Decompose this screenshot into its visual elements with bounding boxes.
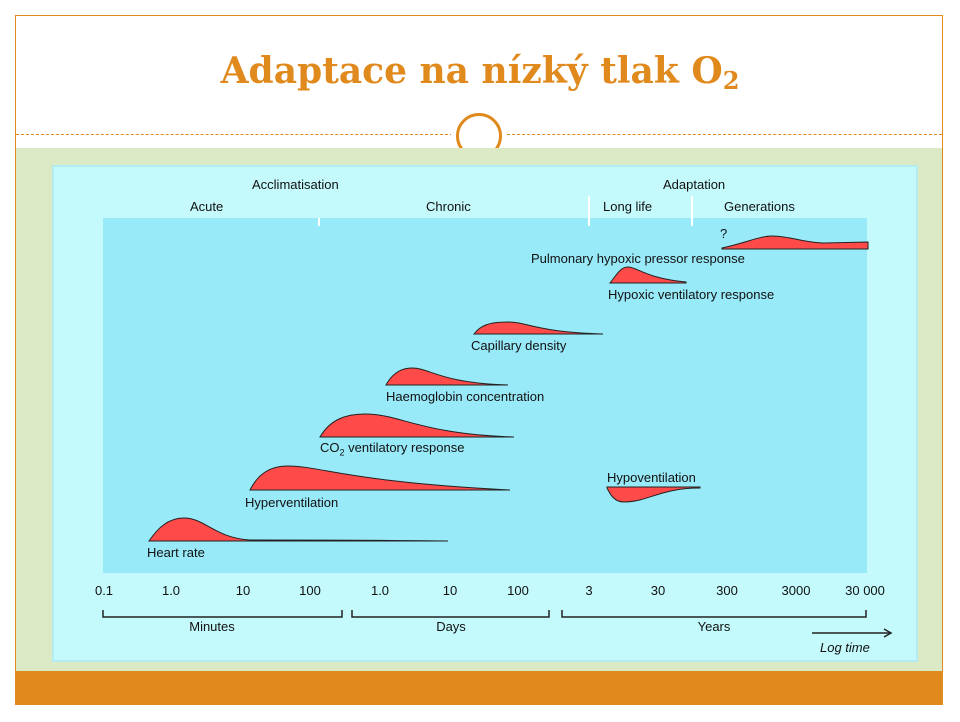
- label-heart-rate: Heart rate: [147, 545, 205, 560]
- header-acute: Acute: [190, 199, 224, 214]
- header-acclimatisation: Acclimatisation: [252, 177, 339, 192]
- axis-label-log-time: Log time: [820, 640, 870, 655]
- tick-years-1: 30: [650, 583, 666, 598]
- label-capillary-density: Capillary density: [471, 338, 567, 353]
- arrow-right-icon: [883, 628, 893, 638]
- unit-minutes: Minutes: [189, 619, 235, 634]
- heart-rate-curve: [148, 517, 449, 542]
- pulmonary-pressor-curve: [721, 235, 869, 250]
- label-pulmonary-pressor: Pulmonary hypoxic pressor response: [531, 251, 745, 266]
- question-mark: ?: [720, 226, 728, 241]
- co2-subscript: 2: [339, 447, 345, 458]
- footer-band: [16, 671, 942, 704]
- header-adaptation: Adaptation: [663, 177, 726, 192]
- plot-area: [103, 218, 867, 573]
- hypoxic-ventilatory-curve: [608, 266, 687, 284]
- tick-days-2: 100: [507, 583, 529, 598]
- haemoglobin-curve: [385, 367, 509, 386]
- minutes-bracket: [102, 610, 343, 618]
- capillary-density-curve: [472, 321, 604, 335]
- title-text: Adaptace na nízký tlak O: [220, 50, 723, 92]
- label-hypoventilation: Hypoventilation: [607, 470, 696, 485]
- tick-years-0: 3: [585, 583, 593, 598]
- tick-days-0: 1.0: [370, 583, 390, 598]
- unit-days: Days: [436, 619, 466, 634]
- years-bracket: [561, 610, 867, 618]
- tick-minutes-1: 1.0: [161, 583, 181, 598]
- hyperventilation-curve: [249, 465, 511, 491]
- tick-minutes-2: 10: [235, 583, 251, 598]
- tick-days-1: 10: [442, 583, 458, 598]
- divider-right: [507, 134, 942, 135]
- co2-prefix: CO: [320, 440, 340, 455]
- hypoventilation-curve: [606, 486, 701, 503]
- tick-minutes-0: 0.1: [94, 583, 114, 598]
- label-haemoglobin: Haemoglobin concentration: [386, 389, 545, 404]
- unit-years: Years: [697, 619, 731, 634]
- slide-title: Adaptace na nízký tlak O2: [0, 50, 960, 95]
- header-chronic: Chronic: [426, 199, 471, 214]
- header-long-life: Long life: [603, 199, 653, 214]
- tick-years-3: 3000: [781, 583, 811, 598]
- label-co2-ventilatory: CO2 ventilatory response: [320, 441, 464, 458]
- label-hypoxic-ventilatory: Hypoxic ventilatory response: [608, 287, 775, 302]
- divider-left: [16, 134, 453, 135]
- tick-minutes-3: 100: [299, 583, 321, 598]
- tick-years-2: 300: [716, 583, 738, 598]
- days-bracket: [351, 610, 550, 618]
- label-hyperventilation: Hyperventilation: [245, 495, 339, 510]
- co2-suffix: ventilatory response: [344, 440, 465, 455]
- co2-ventilatory-curve: [319, 413, 515, 438]
- header-generations: Generations: [724, 199, 795, 214]
- tick-years-4: 30 000: [845, 583, 885, 598]
- title-subscript: 2: [722, 66, 740, 95]
